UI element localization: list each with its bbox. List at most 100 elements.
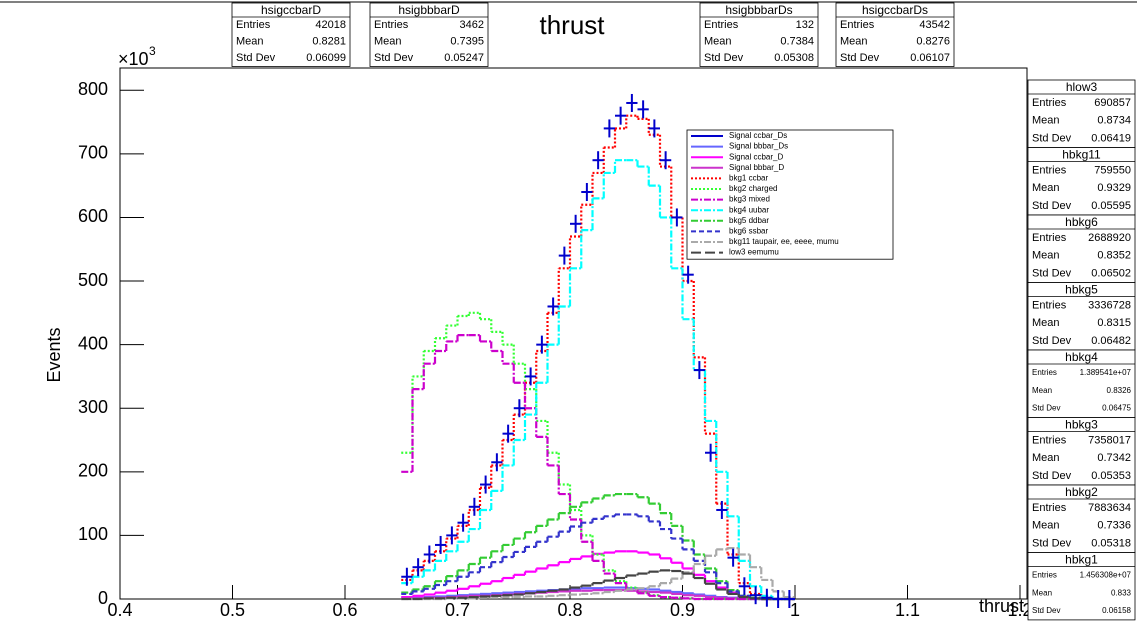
stat-value: 0.06475 [1102,404,1131,413]
chart-title: thrust [539,10,605,40]
stat-label: Entries [1032,232,1067,244]
stat-title: hsigccbarDs [862,3,928,17]
stat-value: 3336728 [1088,299,1131,311]
y-tick-label: 500 [78,270,108,290]
stat-value: 0.7342 [1097,452,1131,464]
stat-value: 3462 [460,19,484,31]
stat-value: 0.7336 [1097,520,1131,532]
stat-title: hbkg2 [1065,485,1098,499]
x-tick-label: 0.6 [332,600,357,620]
stat-label: Mean [1032,182,1060,194]
stat-value: 0.05247 [444,52,484,64]
stat-label: Entries [1032,434,1067,446]
stat-label: Mean [704,36,732,48]
stat-value: 43542 [919,19,950,31]
stat-box [1027,79,1136,148]
stat-title: hbkg6 [1065,215,1098,229]
bin-connector [411,115,774,599]
stat-title: hbkg3 [1065,418,1098,432]
stat-value: 690857 [1094,97,1131,109]
y-tick-label: 300 [78,397,108,417]
stat-label: Std Dev [704,52,744,64]
stat-value: 0.9329 [1097,182,1131,194]
legend-label: bkg4 uubar [729,205,769,214]
stat-label: Std Dev [1032,335,1072,347]
legend-label: bkg1 ccbar [729,174,768,183]
stat-label: Std Dev [1032,267,1072,279]
stat-box [369,2,489,67]
stat-value: 0.7395 [450,36,484,48]
bin-connector [422,570,763,599]
stat-label: Mean [840,36,868,48]
legend-label: Signal ccbar_Ds [729,131,787,140]
y-tick-label: 700 [78,143,108,163]
stat-value: 0.8276 [916,36,950,48]
stat-value: 0.06099 [306,52,346,64]
x-tick-label: 1.1 [895,600,920,620]
stat-value: 0.7384 [780,36,814,48]
y-tick-label: 600 [78,206,108,226]
stat-label: Entries [1032,299,1067,311]
stat-label: Std Dev [374,52,414,64]
stat-title: hsigccbarD [261,3,321,17]
stat-label: Entries [374,19,409,31]
stat-value: 0.06502 [1091,267,1131,279]
x-tick-label: 1 [790,600,800,620]
bin-connector [411,335,695,599]
legend-label: bkg5 ddbar [729,216,769,225]
stat-value: 2688920 [1088,232,1131,244]
stat-label: Entries [236,19,271,31]
legend-label: bkg2 charged [729,184,777,193]
stat-label: Std Dev [236,52,276,64]
stat-label: Std Dev [1032,537,1072,549]
stat-label: Std Dev [1032,200,1072,212]
stat-label: Mean [1032,386,1052,395]
y-tick-label: 0 [98,588,108,608]
stat-value: 7358017 [1088,434,1131,446]
stat-label: Mean [1032,588,1052,597]
stat-box [231,2,351,67]
stat-value: 42018 [315,19,346,31]
stat-value: 0.06107 [910,52,950,64]
stat-box [835,2,955,67]
plot-area: 0.4 0.5 0.6 0.7 0.8 0.9 1 1.1 1.2 0 100 200 300 400 50… [78,67,1033,620]
stat-value: 0.06419 [1091,132,1131,144]
stat-box [1027,282,1136,351]
stat-value: 7883634 [1088,502,1131,514]
stat-value: 0.05595 [1091,200,1131,212]
stat-value: 0.8315 [1097,317,1131,329]
stat-label: Mean [374,36,402,48]
stat-box [1027,552,1136,621]
stat-label: Mean [1032,115,1060,127]
stat-title: hbkg5 [1065,283,1098,297]
x-tick-label: 0.8 [557,600,582,620]
x-tick-label: 0.7 [445,600,470,620]
bin-connector [411,160,774,599]
stat-label: Mean [1032,250,1060,262]
stat-title: hlow3 [1066,80,1098,94]
stat-box [1027,417,1136,486]
stat-title: hsigbbbarDs [725,3,792,17]
stat-value: 132 [796,19,814,31]
stat-value: 0.06482 [1091,335,1131,347]
stat-label: Mean [1032,520,1060,532]
legend-box [686,129,894,260]
stat-value: 0.8352 [1097,250,1131,262]
y-scale-exponent: 3 [149,44,156,58]
stat-title: hbkg4 [1065,350,1098,364]
bin-connector [411,514,763,599]
bin-connector [411,312,695,599]
stat-value: 0.06158 [1102,606,1131,615]
stat-label: Entries [1032,571,1057,580]
stat-label: Std Dev [1032,606,1060,615]
stat-label: Entries [1032,97,1067,109]
stat-label: Entries [840,19,875,31]
stat-value: 0.8326 [1107,386,1132,395]
x-tick-label: 1.2 [1007,600,1032,620]
x-tick-label: 0.9 [670,600,695,620]
stat-label: Entries [1032,502,1067,514]
stat-label: Std Dev [1032,132,1072,144]
